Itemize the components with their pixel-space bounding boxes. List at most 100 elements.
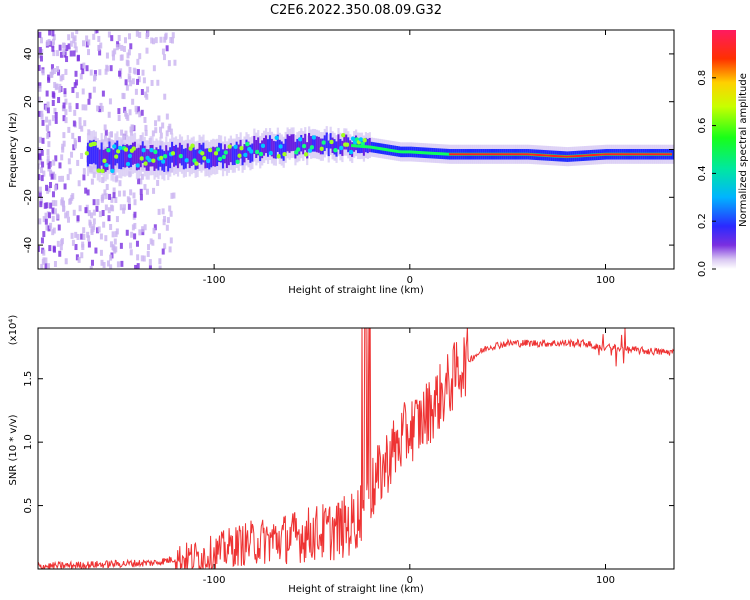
spectrogram-speckle [114,196,118,203]
spectrogram-speckle [45,202,49,209]
spectrogram-band-core [106,147,109,171]
spectrogram-speckle [48,119,52,126]
spectrogram-speckle [131,78,135,85]
spectrogram-speckle [144,124,148,131]
spectrogram-speckle [154,37,158,44]
spectrogram-speckle [92,86,96,93]
spectrogram-speckle [129,189,133,196]
spectrogram-speckle [73,142,77,149]
spectrogram-peak [341,132,346,138]
spectrogram-peak [258,151,264,157]
spectrogram-speckle [149,238,153,245]
spectrogram-band-core [173,145,176,167]
spectrogram-speckle [110,35,114,42]
spectrogram-band-core [235,141,238,161]
spectrogram-speckle [78,205,82,212]
spectrogram-y-label: Frequency (Hz) [8,112,19,188]
spectrogram-speckle [60,238,64,245]
spectrogram-speckle [142,77,146,84]
spectrogram-speckle [98,49,102,56]
spectrogram-speckle [45,90,49,97]
spectrogram-band-core [331,137,334,154]
spectrogram-speckle [66,210,70,217]
spectrogram-speckle [123,37,127,44]
spectrogram-speckle [144,91,148,98]
spectrogram-speckle [97,35,101,42]
spectrogram-speckle [61,143,65,150]
spectrogram-speckle [84,207,88,214]
spectrogram-band-core [225,149,229,169]
spectrogram-speckle [122,207,126,214]
spectrogram-speckle [156,79,160,86]
spectrogram-speckle [129,43,133,50]
spectrogram-speckle [39,158,43,165]
spectrogram-speckle [70,151,74,158]
spectrogram-band-core [311,135,315,152]
snr-x-label: Height of straight line (km) [288,584,424,595]
spectrogram-band-core [206,148,209,168]
spectrogram-speckle [58,162,62,169]
spectrogram-speckle [117,35,121,42]
spectrogram-speckle [38,245,40,252]
spectrogram-speckle [38,174,41,181]
spectrogram-speckle [85,35,89,42]
spectrogram-speckle [51,215,55,222]
spectrogram-speckle [100,195,104,202]
spectrogram-speckle [111,50,115,57]
spectrogram-speckle [80,152,84,159]
spectrogram-speckle [132,192,136,199]
colorbar-tick-label: 0.8 [697,70,708,86]
spectrogram-x-label: Height of straight line (km) [288,285,424,296]
spectrogram-speckle [47,74,51,81]
spectrogram-speckle [90,259,94,266]
spectrogram-speckle [38,52,42,59]
spectrogram-band-core [325,132,328,149]
spectrogram-speckle [45,184,49,191]
spectrogram-speckle [143,116,147,123]
spectrogram-peak [233,144,238,149]
spectrogram-speckle [45,40,49,47]
snr-line [38,328,674,569]
spectrogram-speckle [135,240,139,247]
spectrogram-speckle [79,73,83,80]
spectrogram-speckle [115,175,119,182]
spectrogram-speckle [68,168,72,175]
spectrogram-speckle [41,69,45,76]
spectrogram-speckle [84,187,88,194]
spectrogram-band-core [151,144,154,167]
spectrogram-speckle [51,229,55,236]
spectrogram-speckle [62,42,66,49]
spectrogram-peak [249,149,254,154]
spectrogram-band-core [261,140,264,159]
spectrogram-peak [243,152,248,158]
spectrogram-speckle [42,216,46,223]
snr-y-multiplier: (x10⁴) [8,315,19,346]
spectrogram-speckle [159,132,163,139]
spectrogram-speckle [38,147,41,154]
spectrogram-speckle [85,65,89,72]
spectrogram-peak [260,143,266,148]
spectrogram-band-core [231,146,234,166]
x-tick-label: -100 [203,275,226,286]
spectrogram-band-core [178,142,182,164]
spectrogram-speckle [161,122,165,129]
spectrogram-band-core [139,145,142,168]
spectrogram-speckle [130,231,134,238]
spectrogram-band-core [94,141,97,165]
spectrogram-speckle [41,161,45,168]
y-tick-label: 0 [23,146,34,152]
spectrogram-speckle [116,41,120,48]
spectrogram-speckle [139,194,143,201]
spectrogram-speckle [57,97,61,104]
spectrogram-speckle [115,44,119,51]
spectrogram-speckle [38,85,42,92]
spectrogram-speckle [99,42,103,49]
spectrogram-speckle [50,173,54,180]
spectrogram-speckle [106,260,110,267]
spectrogram-band-core [122,144,125,168]
spectrogram-band-core [120,146,123,170]
spectrogram-speckle [139,188,143,195]
spectrogram-speckle [157,208,161,215]
spectrogram-band-core [249,144,252,163]
spectrogram-speckle [109,224,113,231]
